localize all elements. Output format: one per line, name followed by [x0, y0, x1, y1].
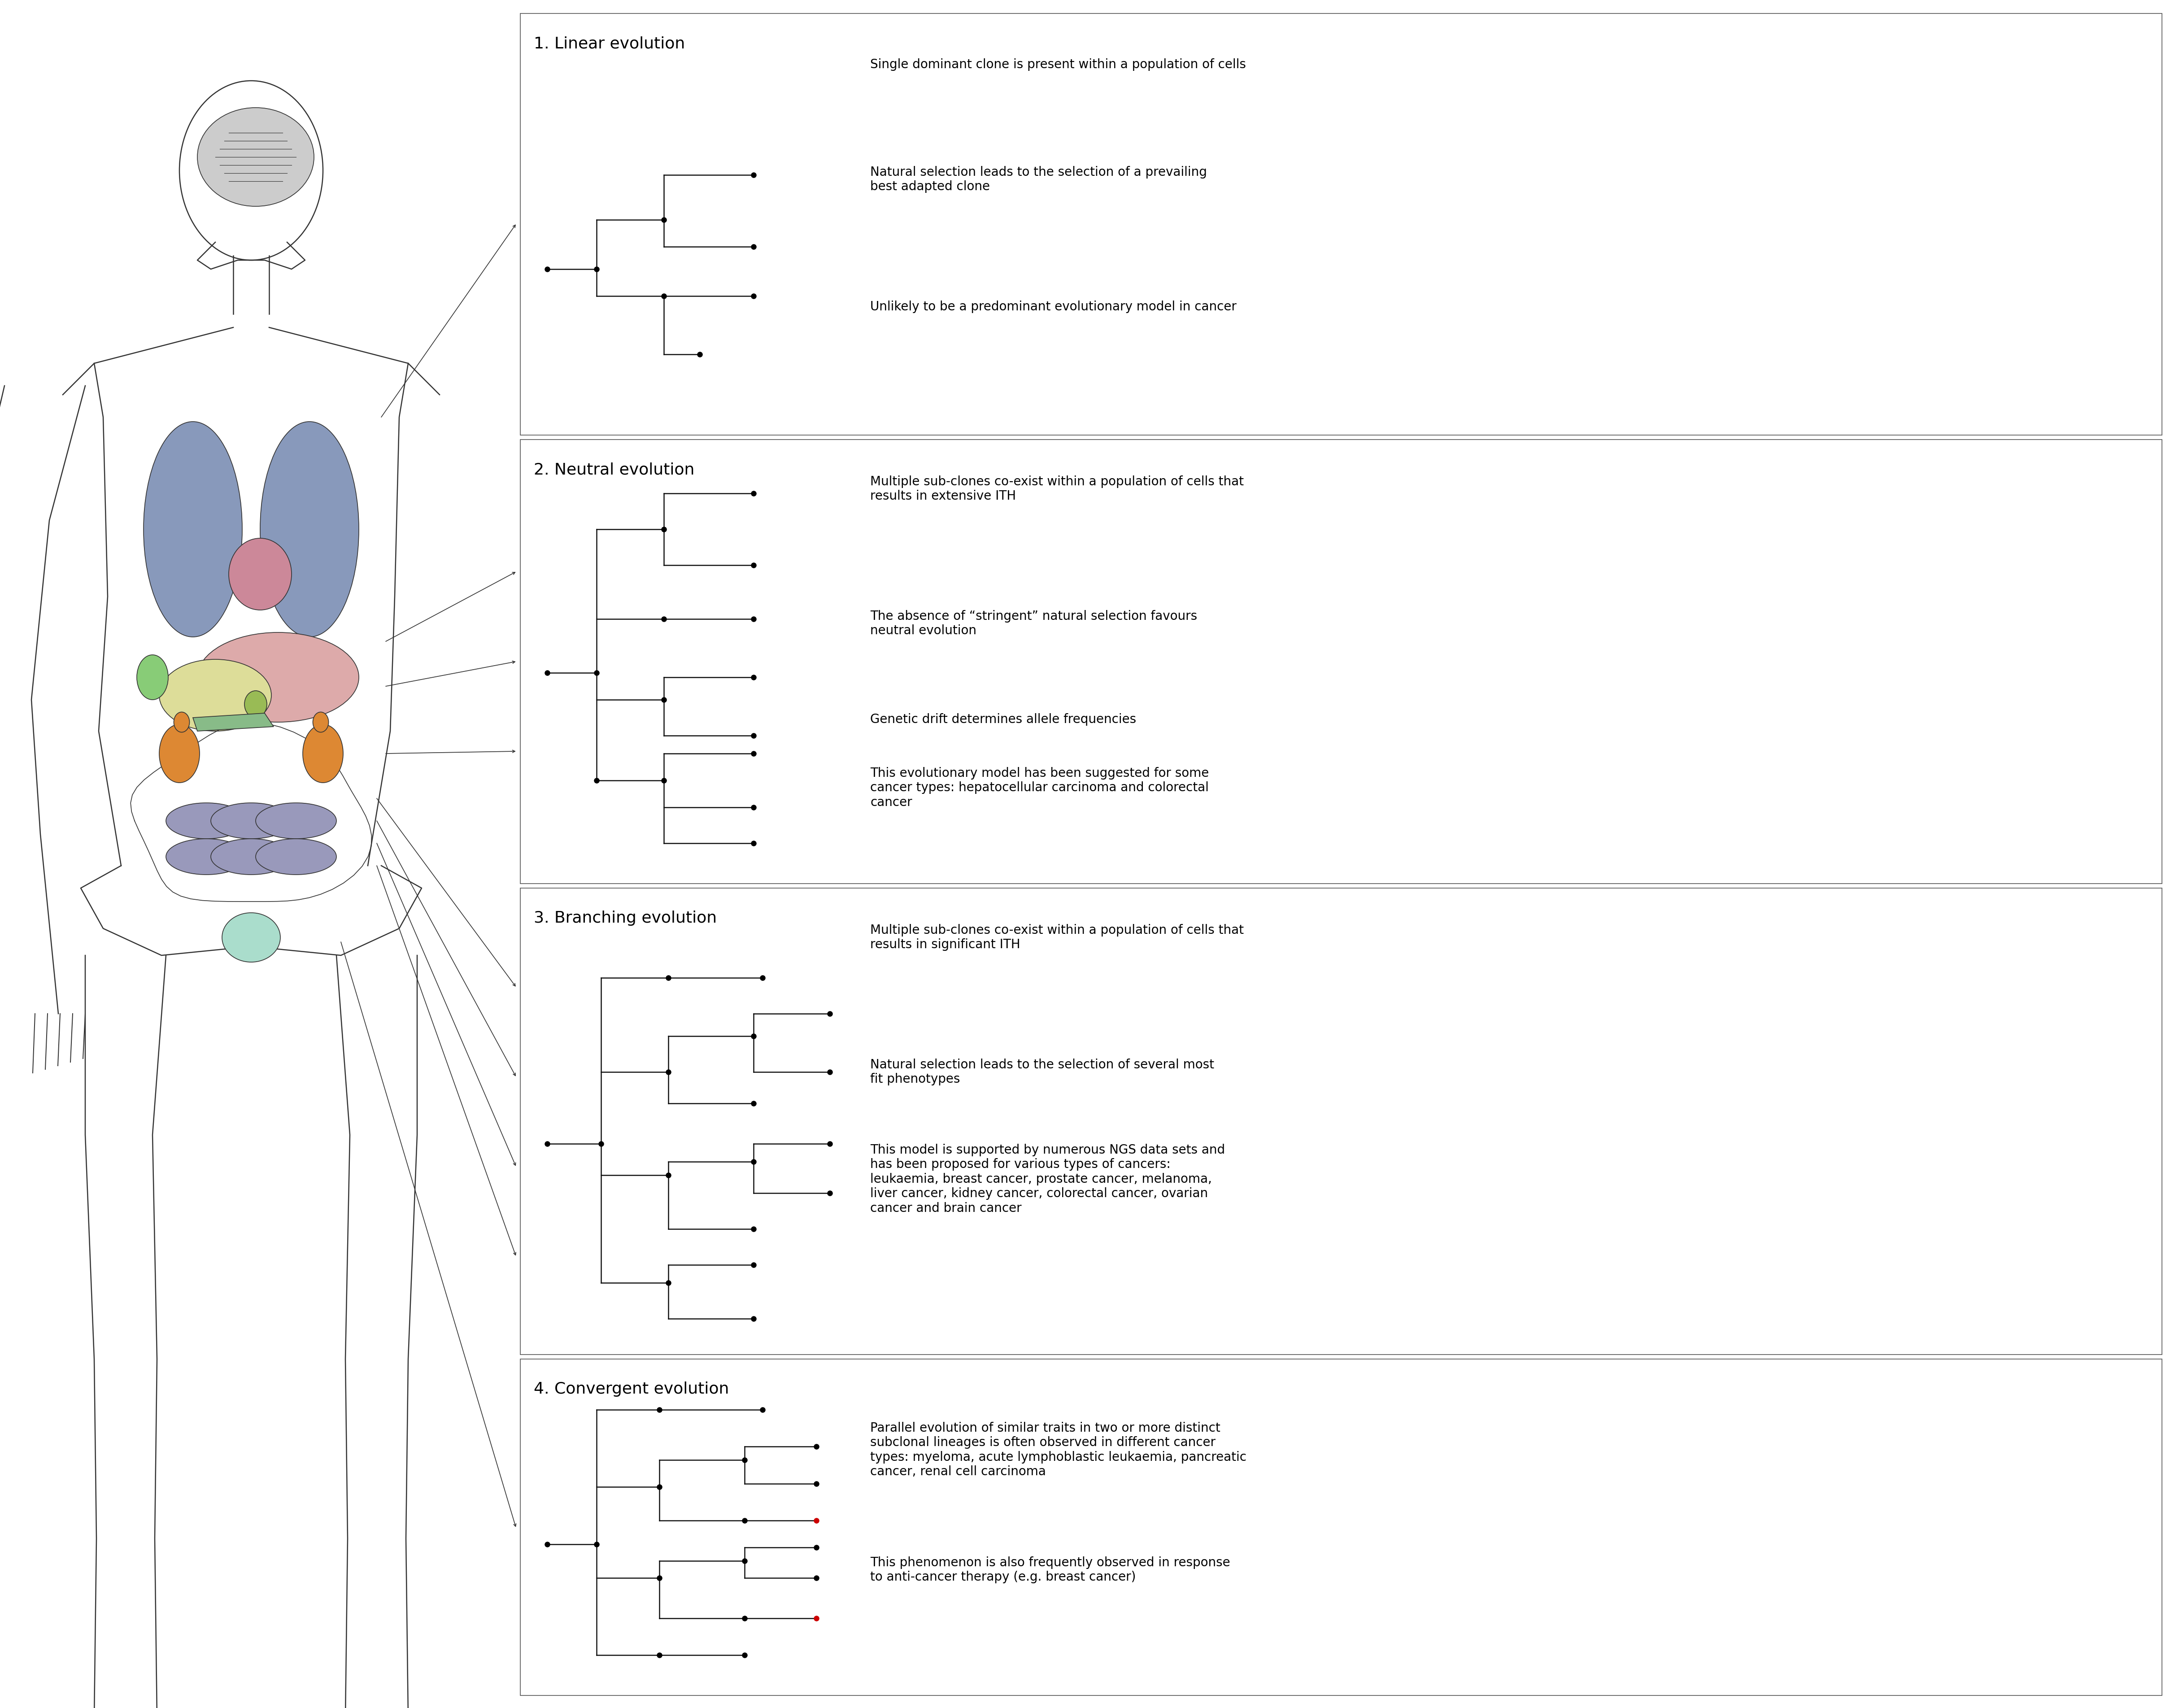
Text: Genetic drift determines allele frequencies: Genetic drift determines allele frequenc…	[869, 714, 1135, 726]
Ellipse shape	[198, 108, 314, 207]
Text: 4. Convergent evolution: 4. Convergent evolution	[534, 1382, 730, 1397]
Text: Multiple sub-clones co-exist within a population of cells that
results in extens: Multiple sub-clones co-exist within a po…	[869, 475, 1244, 502]
Text: 2. Neutral evolution: 2. Neutral evolution	[534, 461, 695, 477]
Ellipse shape	[174, 712, 190, 733]
Ellipse shape	[222, 912, 281, 962]
Text: This model is supported by numerous NGS data sets and
has been proposed for vari: This model is supported by numerous NGS …	[869, 1144, 1225, 1214]
Ellipse shape	[244, 690, 266, 717]
Bar	[521, 1360, 2162, 1696]
Ellipse shape	[211, 839, 292, 874]
Ellipse shape	[229, 538, 292, 610]
Text: Parallel evolution of similar traits in two or more distinct
subclonal lineages : Parallel evolution of similar traits in …	[869, 1421, 1246, 1477]
Ellipse shape	[144, 422, 242, 637]
Ellipse shape	[159, 659, 272, 731]
Ellipse shape	[255, 803, 336, 839]
Text: 1. Linear evolution: 1. Linear evolution	[534, 36, 684, 51]
Bar	[521, 439, 2162, 883]
Bar	[521, 888, 2162, 1354]
Ellipse shape	[179, 80, 322, 260]
Ellipse shape	[255, 839, 336, 874]
Text: The absence of “stringent” natural selection favours
neutral evolution: The absence of “stringent” natural selec…	[869, 610, 1196, 637]
Text: This phenomenon is also frequently observed in response
to anti-cancer therapy (: This phenomenon is also frequently obser…	[869, 1556, 1231, 1583]
Ellipse shape	[166, 839, 246, 874]
Ellipse shape	[314, 712, 329, 733]
Text: Unlikely to be a predominant evolutionary model in cancer: Unlikely to be a predominant evolutionar…	[869, 301, 1235, 313]
Text: This evolutionary model has been suggested for some
cancer types: hepatocellular: This evolutionary model has been suggest…	[869, 767, 1209, 808]
Ellipse shape	[159, 724, 200, 782]
Text: Single dominant clone is present within a population of cells: Single dominant clone is present within …	[869, 58, 1246, 70]
Ellipse shape	[137, 654, 168, 700]
Bar	[521, 14, 2162, 436]
Ellipse shape	[303, 724, 342, 782]
Ellipse shape	[211, 803, 292, 839]
Ellipse shape	[166, 803, 246, 839]
Text: 3. Branching evolution: 3. Branching evolution	[534, 910, 717, 926]
Text: Natural selection leads to the selection of several most
fit phenotypes: Natural selection leads to the selection…	[869, 1059, 1214, 1086]
Polygon shape	[194, 714, 275, 731]
Ellipse shape	[198, 632, 360, 722]
Text: Multiple sub-clones co-exist within a population of cells that
results in signif: Multiple sub-clones co-exist within a po…	[869, 924, 1244, 951]
Ellipse shape	[259, 422, 360, 637]
Text: Natural selection leads to the selection of a prevailing
best adapted clone: Natural selection leads to the selection…	[869, 166, 1207, 193]
